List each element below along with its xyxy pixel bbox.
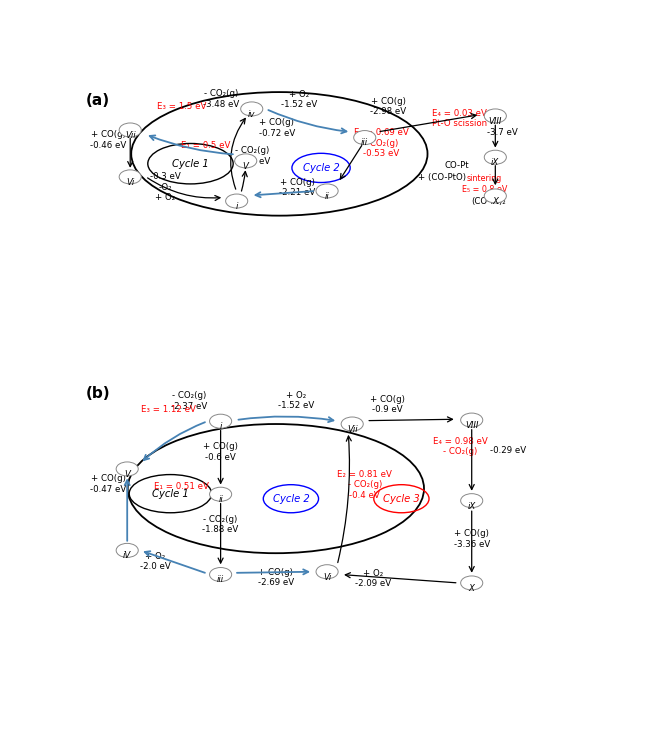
Ellipse shape	[209, 414, 232, 429]
Text: -3.7 eV: -3.7 eV	[487, 128, 518, 138]
Text: i: i	[220, 422, 222, 431]
Text: E₂ = 0.69 eV
- CO₂(g)
-0.53 eV: E₂ = 0.69 eV - CO₂(g) -0.53 eV	[354, 128, 409, 158]
Ellipse shape	[119, 170, 141, 184]
Text: Cycle 1: Cycle 1	[152, 489, 189, 498]
Text: - CO₂(g)
-2.85 eV: - CO₂(g) -2.85 eV	[234, 147, 270, 166]
Text: ii: ii	[218, 495, 223, 504]
Text: iX: iX	[491, 158, 500, 167]
Ellipse shape	[354, 130, 376, 144]
Text: Cycle 2: Cycle 2	[303, 163, 340, 173]
Text: + CO(g)
-0.6 eV: + CO(g) -0.6 eV	[203, 443, 238, 462]
Text: iV: iV	[123, 551, 132, 560]
Text: E₁ = 0.5 eV: E₁ = 0.5 eV	[181, 141, 230, 150]
Text: iii: iii	[217, 575, 224, 584]
Ellipse shape	[484, 109, 506, 123]
Text: + CO(g)
-3.36 eV: + CO(g) -3.36 eV	[454, 530, 490, 549]
Text: V: V	[124, 469, 130, 479]
Text: + CO(g)
-2.98 eV: + CO(g) -2.98 eV	[370, 97, 406, 116]
Ellipse shape	[461, 576, 483, 590]
Text: E₁ = 0.51 eV: E₁ = 0.51 eV	[154, 482, 209, 491]
Text: Vi: Vi	[323, 573, 331, 582]
Text: + O₂
-1.52 eV: + O₂ -1.52 eV	[281, 90, 318, 109]
Text: + CO(g)
-0.46 eV: + CO(g) -0.46 eV	[90, 130, 126, 150]
Ellipse shape	[316, 184, 338, 198]
Ellipse shape	[116, 543, 138, 557]
Text: + CO(g)
-0.9 eV: + CO(g) -0.9 eV	[370, 394, 405, 414]
Text: -0.3 eV
-O₂
+ O₂: -0.3 eV -O₂ + O₂	[150, 172, 181, 202]
Text: + CO(g)
-0.47 eV: + CO(g) -0.47 eV	[90, 474, 126, 493]
Text: CO-Pt: CO-Pt	[445, 161, 469, 170]
Text: + (CO-PtO): + (CO-PtO)	[419, 173, 467, 182]
Text: (b): (b)	[86, 385, 111, 400]
Text: Vi: Vi	[126, 178, 134, 187]
Ellipse shape	[116, 462, 138, 476]
Text: Vii: Vii	[347, 425, 358, 434]
Text: + O₂
-2.09 eV: + O₂ -2.09 eV	[355, 568, 391, 589]
Text: (a): (a)	[86, 94, 110, 109]
Text: V: V	[243, 161, 249, 170]
Text: - CO₂(g)
-3.48 eV: - CO₂(g) -3.48 eV	[203, 89, 240, 109]
Text: Cycle 2: Cycle 2	[273, 494, 309, 504]
Ellipse shape	[461, 494, 483, 507]
Ellipse shape	[209, 487, 232, 501]
Text: ii: ii	[325, 192, 329, 201]
Ellipse shape	[209, 568, 232, 582]
Text: + CO(g)
-2.21 eV: + CO(g) -2.21 eV	[279, 178, 315, 197]
Text: VIII: VIII	[489, 117, 502, 126]
Text: + CO(g)
-2.69 eV: + CO(g) -2.69 eV	[258, 568, 294, 587]
Text: E₄ = 0.98 eV
- CO₂(g): E₄ = 0.98 eV - CO₂(g)	[433, 437, 487, 456]
Ellipse shape	[240, 102, 263, 116]
Text: Vii: Vii	[125, 131, 135, 140]
Text: sintering
E₅ = 0.8 eV: sintering E₅ = 0.8 eV	[461, 175, 507, 194]
Ellipse shape	[341, 417, 364, 431]
Text: iv: iv	[248, 110, 255, 119]
Ellipse shape	[484, 150, 506, 164]
Ellipse shape	[119, 123, 141, 137]
Text: X: X	[469, 584, 474, 593]
Text: E₃ = 1.5 eV: E₃ = 1.5 eV	[157, 102, 206, 111]
Ellipse shape	[235, 154, 257, 168]
Text: Cycle 1: Cycle 1	[172, 158, 209, 169]
Text: - CO₂(g)
-1.88 eV: - CO₂(g) -1.88 eV	[202, 515, 238, 534]
Ellipse shape	[461, 413, 483, 427]
Text: + O₂
-1.52 eV: + O₂ -1.52 eV	[278, 391, 314, 410]
Text: E₃ = 1.12 eV: E₃ = 1.12 eV	[141, 405, 196, 414]
Ellipse shape	[484, 189, 506, 203]
Text: E₄ = 0.03 eV
Pt-O scission: E₄ = 0.03 eV Pt-O scission	[432, 109, 487, 129]
Ellipse shape	[316, 565, 338, 579]
Ellipse shape	[226, 194, 248, 208]
Text: -0.29 eV: -0.29 eV	[491, 446, 526, 455]
Text: (CO-Pt)₂: (CO-Pt)₂	[471, 196, 506, 205]
Text: VIII: VIII	[465, 421, 478, 430]
Text: + CO(g)
-0.72 eV: + CO(g) -0.72 eV	[259, 118, 295, 138]
Text: i: i	[235, 202, 238, 211]
Text: iii: iii	[361, 138, 368, 147]
Text: X: X	[492, 197, 498, 206]
Text: E₂ = 0.81 eV
- CO₂(g)
-0.4 eV: E₂ = 0.81 eV - CO₂(g) -0.4 eV	[338, 469, 392, 499]
Text: iX: iX	[468, 501, 476, 510]
Text: + O₂
-2.0 eV: + O₂ -2.0 eV	[140, 552, 170, 571]
Text: - CO₂(g)
-2.37 eV: - CO₂(g) -2.37 eV	[171, 391, 207, 411]
Text: Cycle 3: Cycle 3	[383, 494, 420, 504]
